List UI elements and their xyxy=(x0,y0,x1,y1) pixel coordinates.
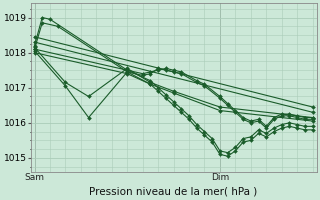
X-axis label: Pression niveau de la mer( hPa ): Pression niveau de la mer( hPa ) xyxy=(90,187,258,197)
